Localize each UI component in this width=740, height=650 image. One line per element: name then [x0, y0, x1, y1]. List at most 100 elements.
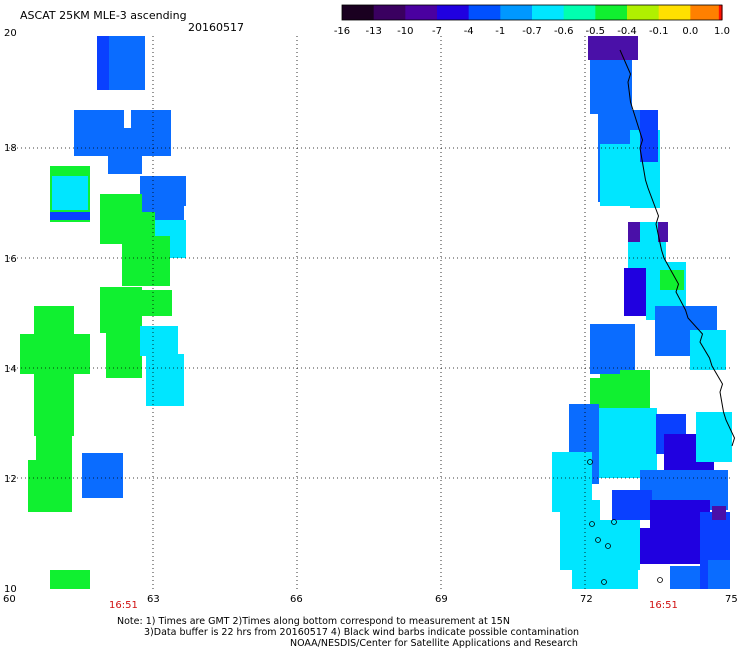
colorbar-swatch — [361, 5, 365, 20]
colorbar-swatch — [696, 5, 701, 20]
lon-label-60: 60 — [3, 594, 16, 605]
island-outline — [657, 577, 663, 583]
mle-tile — [146, 354, 184, 406]
colorbar-swatch — [649, 5, 653, 20]
colorbar-swatch — [408, 5, 413, 20]
colorbar-swatch — [617, 5, 622, 20]
colorbar-swatch — [668, 5, 672, 20]
colorbar-swatch — [535, 5, 539, 20]
mle-tile — [28, 460, 68, 512]
colorbar-swatch — [652, 5, 657, 20]
colorbar-swatch — [579, 5, 584, 20]
colorbar-swatch — [351, 5, 356, 20]
colorbar-swatch — [459, 5, 463, 20]
mle-tile — [590, 378, 650, 412]
mle-tiles — [20, 36, 732, 589]
mle-tile — [50, 570, 90, 589]
colorbar-swatch — [513, 5, 517, 20]
colorbar-swatch — [585, 5, 590, 20]
colorbar-swatch — [671, 5, 676, 20]
colorbar-swatch — [674, 5, 679, 20]
mle-tile — [690, 330, 726, 370]
colorbar-swatch — [557, 5, 562, 20]
mle-tile — [20, 334, 90, 374]
colorbar-swatch — [709, 5, 714, 20]
lat-labels: 20 18 16 14 12 10 — [4, 28, 17, 595]
colorbar-swatch — [383, 5, 387, 20]
colorbar-swatch — [620, 5, 625, 20]
colorbar-swatch — [456, 5, 460, 20]
island-outline — [611, 519, 617, 525]
colorbar-label: -0.1 — [649, 26, 669, 37]
colorbar-swatch — [389, 5, 394, 20]
colorbar-swatch — [449, 5, 454, 20]
colorbar-swatch — [519, 5, 524, 20]
lon-label-72: 72 — [580, 594, 593, 605]
colorbar-swatch — [452, 5, 457, 20]
island-outline — [595, 537, 601, 543]
island-outline — [605, 543, 611, 549]
colorbar-swatch — [465, 5, 470, 20]
colorbar-swatch — [342, 5, 346, 20]
colorbar-swatch — [633, 5, 638, 20]
colorbar-swatch — [690, 5, 695, 20]
mle-tile — [109, 36, 145, 90]
colorbar-swatch — [614, 5, 619, 20]
colorbar-swatch — [405, 5, 410, 20]
colorbar-swatch — [525, 5, 530, 20]
colorbar-swatch — [687, 5, 691, 20]
mle-tile — [122, 236, 170, 286]
colorbar-swatch — [437, 5, 441, 20]
colorbar-swatch — [630, 5, 634, 20]
colorbar-swatch — [446, 5, 451, 20]
colorbar-label: 0.0 — [682, 26, 698, 37]
colorbar-swatch — [399, 5, 403, 20]
colorbar-swatch — [595, 5, 600, 20]
island-outline — [589, 521, 595, 527]
colorbar-swatch — [386, 5, 391, 20]
colorbar-label: -0.6 — [554, 26, 574, 37]
colorbar-label: -10 — [397, 26, 413, 37]
colorbar-swatch — [373, 5, 378, 20]
mle-tile — [658, 222, 668, 242]
time-label-right: 16:51 — [649, 600, 678, 611]
colorbar-swatch — [430, 5, 435, 20]
colorbar-swatch — [357, 5, 362, 20]
lon-label-63: 63 — [147, 594, 160, 605]
colorbar-swatch — [573, 5, 577, 20]
colorbar-swatch — [490, 5, 495, 20]
colorbar-swatch — [427, 5, 432, 20]
colorbar-swatch — [364, 5, 368, 20]
colorbar-swatch — [497, 5, 501, 20]
colorbar-swatch — [516, 5, 520, 20]
colorbar-swatch — [684, 5, 688, 20]
colorbar-label: -0.4 — [617, 26, 637, 37]
colorbar-swatch — [551, 5, 555, 20]
mle-tile — [708, 560, 730, 589]
colorbar-swatch — [484, 5, 489, 20]
colorbar-label: -16 — [334, 26, 350, 37]
colorbar-swatch — [367, 5, 372, 20]
colorbar-swatch — [462, 5, 467, 20]
colorbar-label: -1 — [495, 26, 505, 37]
mle-tile — [624, 268, 646, 316]
mle-tile — [588, 36, 638, 60]
mle-tile — [712, 506, 726, 520]
colorbar: -16 -13 -10 -7 -4 -1 -0.7 -0.6 -0.5 -0.4 -0.1 0.0 1.… — [334, 4, 730, 37]
mle-tile — [590, 324, 635, 374]
colorbar-swatch — [665, 5, 669, 20]
colorbar-swatch — [528, 5, 533, 20]
colorbar-swatch — [418, 5, 422, 20]
colorbar-swatch — [500, 5, 505, 20]
mle-tile — [640, 110, 658, 162]
colorbar-swatch — [392, 5, 397, 20]
lat-label-20: 20 — [4, 28, 17, 39]
mle-tile — [106, 320, 142, 378]
colorbar-swatch — [440, 5, 444, 20]
colorbar-swatch — [468, 5, 473, 20]
colorbar-swatch — [554, 5, 558, 20]
mle-tile — [142, 290, 172, 316]
colorbar-swatch — [658, 5, 663, 20]
island-outline — [601, 579, 607, 585]
